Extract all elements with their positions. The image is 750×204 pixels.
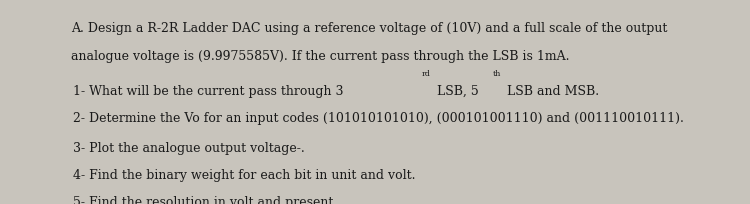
Text: 5- Find the resolution in volt and present.: 5- Find the resolution in volt and prese… bbox=[73, 195, 337, 204]
Text: 3- Plot the analogue output voltage-.: 3- Plot the analogue output voltage-. bbox=[73, 142, 304, 155]
Text: 1- What will be the current pass through 3: 1- What will be the current pass through… bbox=[73, 85, 344, 98]
Text: rd: rd bbox=[422, 69, 430, 77]
Text: th: th bbox=[492, 69, 501, 77]
Text: LSB and MSB.: LSB and MSB. bbox=[503, 85, 599, 98]
Text: 4- Find the binary weight for each bit in unit and volt.: 4- Find the binary weight for each bit i… bbox=[73, 168, 416, 181]
Text: LSB, 5: LSB, 5 bbox=[433, 85, 479, 98]
Text: A. Design a R-2R Ladder DAC using a reference voltage of (10V) and a full scale : A. Design a R-2R Ladder DAC using a refe… bbox=[71, 21, 668, 34]
Text: analogue voltage is (9.9975585V). If the current pass through the LSB is 1mA.: analogue voltage is (9.9975585V). If the… bbox=[71, 50, 570, 63]
Text: 2- Determine the Vo for an input codes (101010101010), (000101001110) and (00111: 2- Determine the Vo for an input codes (… bbox=[73, 111, 684, 124]
